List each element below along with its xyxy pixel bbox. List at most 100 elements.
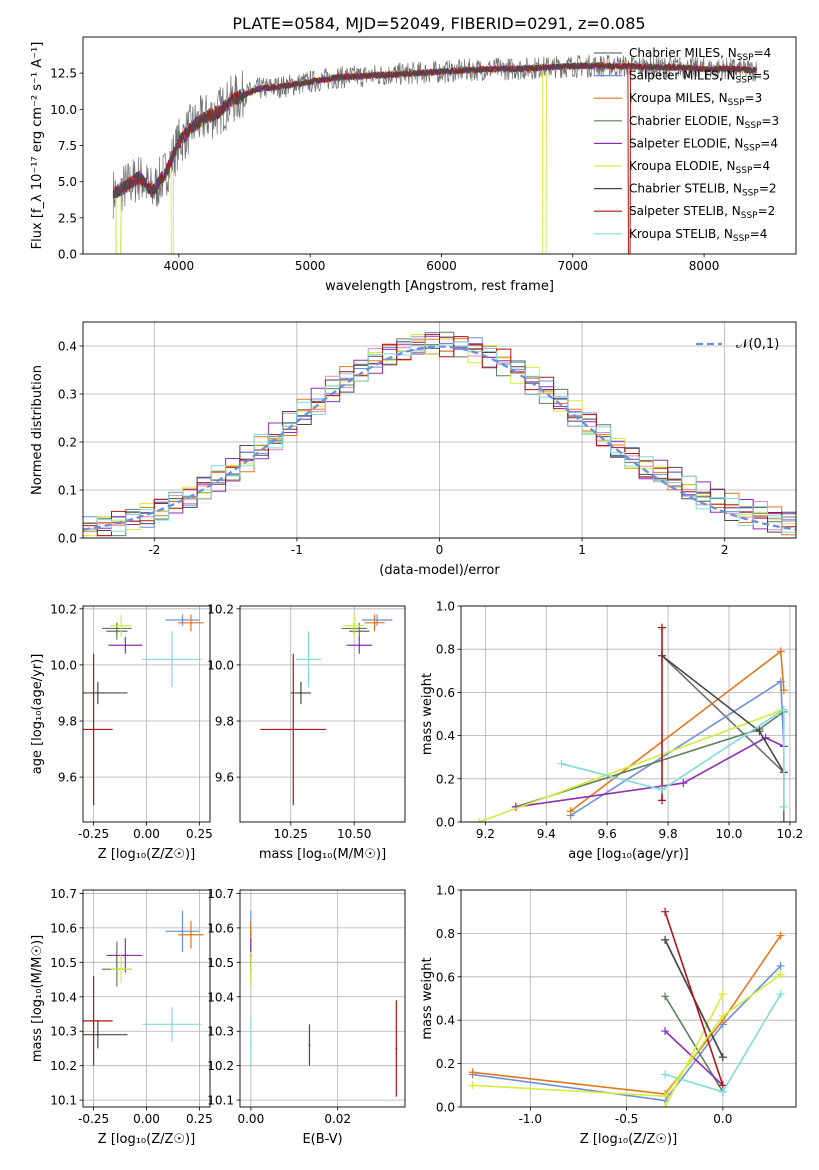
y-tick-label: 10.2 bbox=[50, 602, 77, 616]
legend-count: =3 bbox=[761, 114, 779, 128]
x-tick-label: 1 bbox=[578, 543, 586, 557]
y-tick-label: 10.3 bbox=[207, 1025, 234, 1039]
y-axis-label: mass weight bbox=[420, 673, 435, 755]
y-tick-label: 0.6 bbox=[436, 970, 455, 984]
series-marker bbox=[718, 1011, 727, 1020]
x-tick-label: 9.2 bbox=[476, 827, 495, 841]
y-tick-label: 10.2 bbox=[207, 602, 234, 616]
y-axis-label: Flux [f_λ 10⁻¹⁷ erg cm⁻² s⁻¹ A⁻¹] bbox=[30, 42, 45, 250]
x-tick-label: -1.0 bbox=[519, 1112, 542, 1126]
data-point bbox=[120, 624, 123, 627]
y-tick-label: 10.6 bbox=[207, 921, 234, 935]
series-marker bbox=[776, 647, 785, 656]
series-marker bbox=[776, 931, 785, 940]
x-tick-label: 4000 bbox=[164, 259, 195, 273]
y-tick-label: 0.0 bbox=[436, 1101, 455, 1115]
series-marker bbox=[718, 1087, 727, 1096]
y-tick-label: 10.7 bbox=[207, 887, 234, 901]
y-tick-label: 10.0 bbox=[50, 103, 77, 117]
legend-label: Kroupa STELIB, NSSP=4 bbox=[629, 227, 767, 244]
x-axis-label: Z [log₁₀(Z/Z☉)] bbox=[98, 1132, 195, 1147]
x-tick-label: 10.25 bbox=[274, 827, 308, 841]
series-marker bbox=[557, 759, 566, 768]
spectrum-line-chabrier-elodie bbox=[112, 61, 758, 199]
data-point bbox=[124, 644, 127, 647]
y-tick-label: 0.4 bbox=[436, 729, 455, 743]
axes-frame bbox=[460, 605, 797, 823]
series-marker bbox=[661, 992, 670, 1001]
x-tick-label: 0.02 bbox=[324, 1112, 351, 1126]
x-tick-label: -0.25 bbox=[78, 1112, 109, 1126]
y-tick-label: 9.8 bbox=[58, 715, 77, 729]
panel-residual_hist: -2 -1 0 1 2 0.0 0.1 0.2 0.3 0.4 (data-model)/error… bbox=[30, 321, 797, 578]
y-tick-label: 10.0 bbox=[50, 658, 77, 672]
legend-label: Kroupa MILES, NSSP=3 bbox=[629, 91, 762, 108]
data-point bbox=[96, 1033, 99, 1036]
x-axis-label: wavelength [Angstrom, rest frame] bbox=[325, 279, 554, 294]
legend-subscript: SSP bbox=[743, 143, 760, 153]
x-tick-label: -0.5 bbox=[615, 1112, 638, 1126]
data-point bbox=[358, 630, 361, 633]
data-point bbox=[170, 658, 173, 661]
x-tick-label: -0.25 bbox=[78, 827, 109, 841]
data-point bbox=[376, 619, 379, 622]
data-point bbox=[124, 954, 127, 957]
series-line bbox=[479, 708, 785, 822]
legend-count: =2 bbox=[759, 182, 777, 196]
series-marker bbox=[658, 785, 666, 794]
data-point bbox=[189, 621, 192, 624]
legend-label: Salpeter MILES, NSSP=5 bbox=[629, 69, 770, 86]
y-axis-label: mass weight bbox=[420, 957, 435, 1039]
series-marker bbox=[779, 705, 788, 714]
axes-frame bbox=[239, 889, 406, 1108]
legend-subscript: SSP bbox=[736, 76, 753, 86]
y-tick-label: 7.5 bbox=[58, 139, 77, 153]
legend-label: Salpeter ELODIE, NSSP=4 bbox=[629, 136, 778, 153]
series-marker bbox=[755, 727, 764, 736]
y-tick-label: 0.4 bbox=[436, 1014, 455, 1028]
series-marker bbox=[468, 1081, 477, 1090]
y-tick-label: 10.2 bbox=[207, 1059, 234, 1073]
spectrum-line-chabrier-miles bbox=[112, 54, 757, 254]
data-point bbox=[181, 619, 184, 622]
x-tick-label: 7000 bbox=[558, 259, 589, 273]
series-line bbox=[515, 736, 785, 808]
data-point bbox=[249, 1040, 252, 1043]
y-tick-label: 10.1 bbox=[50, 1094, 77, 1108]
data-point bbox=[181, 930, 184, 933]
series-line bbox=[664, 993, 724, 1107]
x-tick-label: 0.0 bbox=[713, 1112, 732, 1126]
data-point bbox=[92, 1019, 95, 1022]
axes-frame bbox=[82, 889, 211, 1108]
axes-frame bbox=[460, 889, 797, 1108]
y-tick-label: 0.4 bbox=[58, 340, 77, 354]
x-tick-label: 5000 bbox=[295, 259, 326, 273]
plot-area-age_vs_Z bbox=[83, 614, 204, 806]
y-tick-label: 10.5 bbox=[207, 956, 234, 970]
legend-count: =5 bbox=[752, 69, 770, 83]
series-marker bbox=[718, 1053, 727, 1062]
axes-frame bbox=[82, 321, 797, 539]
panel-age_vs_Z: -0.25 0.00 0.25 9.6 9.8 10.0 10.2 Z [log₁₀(Z/Z☉… bbox=[30, 602, 213, 862]
legend-count: =4 bbox=[750, 227, 768, 241]
series-marker bbox=[776, 970, 785, 979]
panel-spectrum: 4000 5000 6000 7000 8000 0.0 2.5 5.0 7.5 10.0 12.5… bbox=[30, 36, 797, 294]
y-tick-label: 12.5 bbox=[50, 67, 77, 81]
series-line bbox=[561, 708, 785, 807]
data-point bbox=[92, 728, 95, 731]
y-tick-label: 10.6 bbox=[50, 921, 77, 935]
data-point bbox=[249, 968, 252, 971]
x-tick-label: 0.25 bbox=[186, 1112, 213, 1126]
x-tick-label: 0.00 bbox=[133, 827, 160, 841]
x-tick-label: 10.2 bbox=[777, 827, 804, 841]
y-tick-label: 10.4 bbox=[50, 990, 77, 1004]
legend-count: =4 bbox=[752, 159, 770, 173]
x-tick-label: 0.00 bbox=[237, 1112, 264, 1126]
x-tick-label: -2 bbox=[148, 543, 160, 557]
series-marker bbox=[661, 935, 670, 944]
y-tick-label: 0.8 bbox=[436, 927, 455, 941]
data-point bbox=[308, 1044, 311, 1046]
legend-label: Kroupa ELODIE, NSSP=4 bbox=[629, 159, 770, 176]
axes-frame bbox=[82, 605, 211, 823]
